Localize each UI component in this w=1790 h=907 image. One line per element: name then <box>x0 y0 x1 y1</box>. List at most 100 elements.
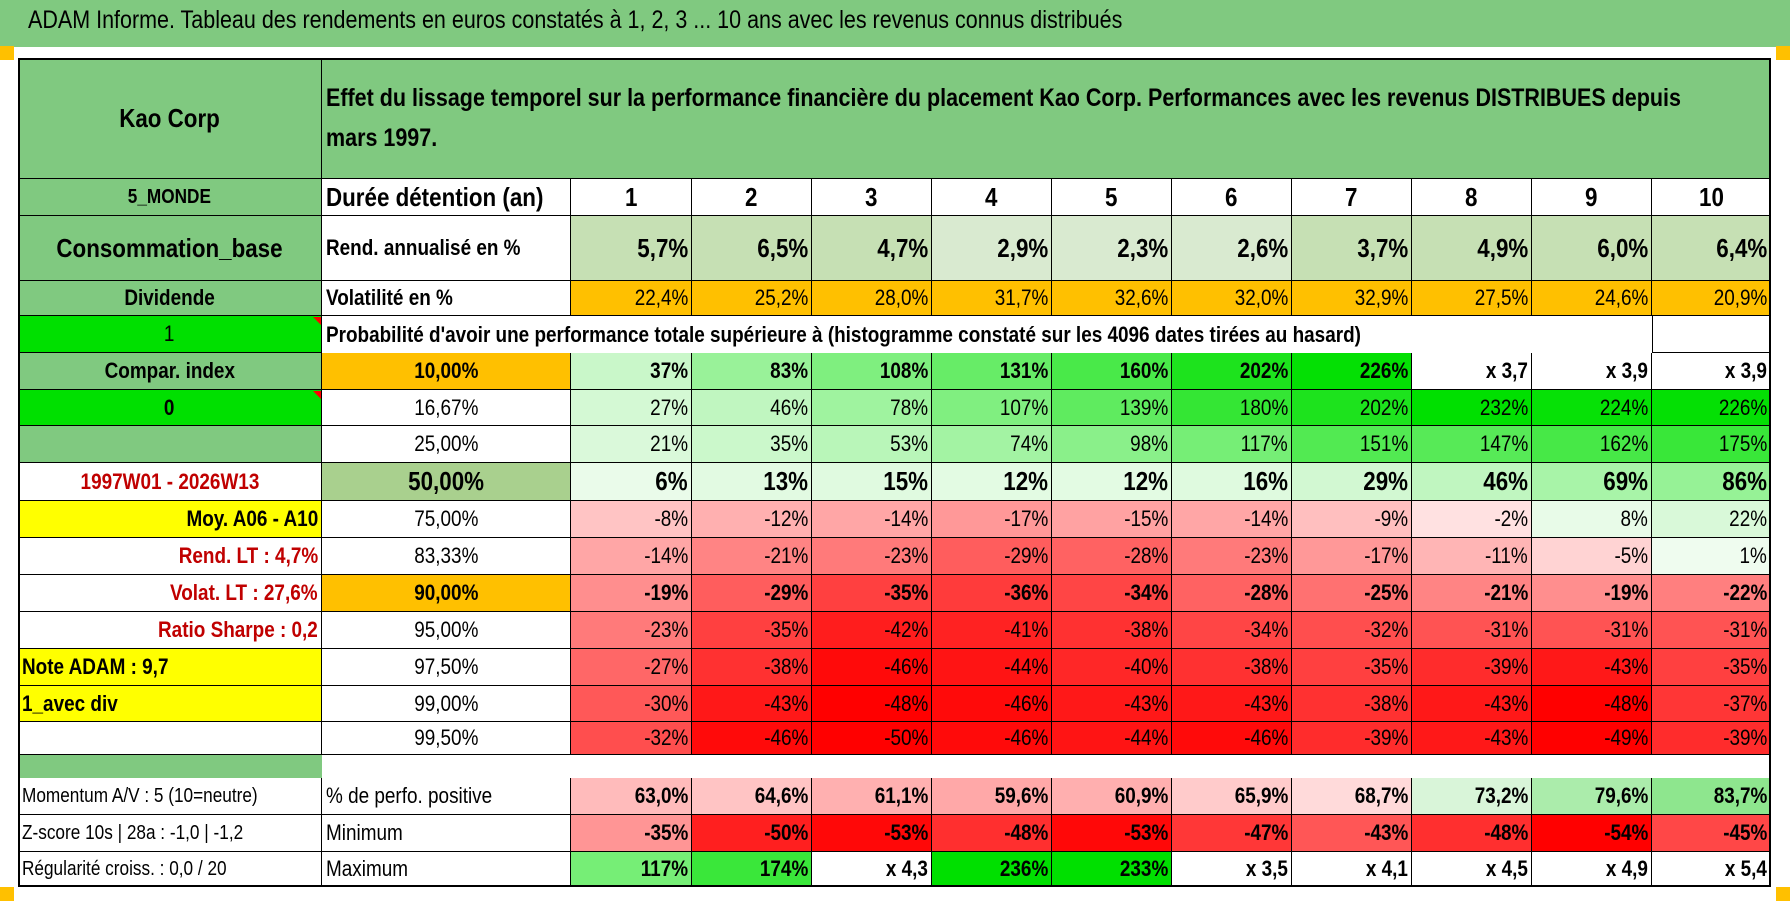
percentile-value-text: -2% <box>1494 506 1528 531</box>
bottom-value: 117% <box>571 852 692 887</box>
bottom-value-text: -53% <box>1123 820 1168 845</box>
comment-marker <box>313 317 321 325</box>
percentile-value-text: -48% <box>1603 690 1648 716</box>
percentile-value-text: -38% <box>763 654 808 679</box>
bottom-row-label: % de perfo. positive <box>322 778 571 815</box>
percentile-value-text: -46% <box>1003 690 1048 716</box>
rend-value-text: 6,5% <box>757 232 808 263</box>
percentile-label-text: 75,00% <box>413 506 479 531</box>
volat-label-text: Volatilité en % <box>326 285 453 310</box>
left-label-sector: Consommation_base <box>18 216 322 281</box>
year-header-text: 7 <box>1345 181 1358 212</box>
percentile-value-text: 6% <box>655 466 688 496</box>
percentile-value-text: -34% <box>1123 580 1168 605</box>
duration-label-text: Durée détention (an) <box>326 181 544 212</box>
percentile-value: -31% <box>1652 612 1771 649</box>
percentile-value-text: 78% <box>890 394 928 420</box>
percentile-value: -14% <box>571 538 692 575</box>
percentile-value: -5% <box>1532 538 1652 575</box>
percentile-value: 29% <box>1292 463 1412 501</box>
bottom-value: 59,6% <box>932 778 1052 815</box>
percentile-value: -38% <box>1172 649 1292 686</box>
rend-value: 6,5% <box>692 216 812 281</box>
percentile-value: 21% <box>571 426 692 463</box>
bottom-value-text: -48% <box>1483 820 1528 845</box>
left-label-period: 1997W01 - 2026W13 <box>18 463 322 501</box>
percentile-value-text: -17% <box>1363 543 1408 568</box>
percentile-value: -23% <box>1172 538 1292 575</box>
percentile-value-text: 162% <box>1599 431 1648 456</box>
percentile-value: 69% <box>1532 463 1652 501</box>
percentile-value-text: -15% <box>1123 506 1168 531</box>
bottom-value: 83,7% <box>1652 778 1771 815</box>
percentile-label: 16,67% <box>322 390 571 426</box>
spacer-row <box>322 755 1771 778</box>
percentile-value: -50% <box>812 722 932 755</box>
percentile-value-text: -19% <box>1603 580 1648 605</box>
percentile-label: 50,00% <box>322 463 571 501</box>
percentile-value: 13% <box>692 463 812 501</box>
rend-value: 4,9% <box>1412 216 1532 281</box>
percentile-value: -34% <box>1052 575 1172 612</box>
percentile-value: -23% <box>812 538 932 575</box>
rend-label-text: Rend. annualisé en % <box>326 235 521 260</box>
percentile-value-text: -50% <box>883 725 928 750</box>
volat-value: 24,6% <box>1532 281 1652 316</box>
bottom-value-text: 174% <box>759 856 808 881</box>
percentile-value-text: -29% <box>1003 543 1048 568</box>
volat-value: 28,0% <box>812 281 932 316</box>
percentile-label: 95,00% <box>322 612 571 649</box>
percentile-label-text: 99,00% <box>413 690 479 716</box>
percentile-value-text: 27% <box>650 394 688 420</box>
percentile-value: -31% <box>1412 612 1532 649</box>
percentile-value: -42% <box>812 612 932 649</box>
percentile-value-text: -35% <box>883 580 928 605</box>
percentile-label-text: 50,00% <box>408 466 484 496</box>
percentile-value-text: -31% <box>1722 617 1767 642</box>
percentile-value-text: -25% <box>1363 580 1408 605</box>
volat-value: 25,2% <box>692 281 812 316</box>
percentile-value-text: 53% <box>890 431 928 456</box>
description-line-1: Effet du lissage temporel sur la perform… <box>326 84 1681 112</box>
percentile-value-text: 8% <box>1620 506 1648 531</box>
percentile-value: 1% <box>1652 538 1771 575</box>
bottom-value: x 4,5 <box>1412 852 1532 887</box>
percentile-value-text: -21% <box>1483 580 1528 605</box>
percentile-value: -35% <box>1652 649 1771 686</box>
percentile-label: 83,33% <box>322 538 571 575</box>
percentile-value-text: 16% <box>1243 466 1288 496</box>
percentile-value: 12% <box>932 463 1052 501</box>
percentile-value: -43% <box>692 686 812 722</box>
percentile-value: -23% <box>571 612 692 649</box>
volat-value-text: 20,9% <box>1713 285 1767 310</box>
percentile-value: -37% <box>1652 686 1771 722</box>
bottom-value: 68,7% <box>1292 778 1412 815</box>
percentile-value-text: 13% <box>763 466 808 496</box>
left-label-region-text: 5_MONDE <box>127 185 212 208</box>
percentile-label: 99,50% <box>322 722 571 755</box>
percentile-value: 147% <box>1412 426 1532 463</box>
left-label-period-text: 1997W01 - 2026W13 <box>80 468 259 494</box>
bottom-value: x 3,5 <box>1172 852 1292 887</box>
percentile-value: -11% <box>1412 538 1532 575</box>
percentile-value: 226% <box>1652 390 1771 426</box>
bottom-value-text: 83,7% <box>1713 783 1767 808</box>
percentile-value: 53% <box>812 426 932 463</box>
percentile-value: -38% <box>1292 686 1412 722</box>
bottom-value-text: -53% <box>883 820 928 845</box>
percentile-value: -19% <box>1532 575 1652 612</box>
percentile-value-text: -46% <box>1003 725 1048 750</box>
left-label-rend_lt: Rend. LT : 4,7% <box>18 538 322 575</box>
percentile-value-text: -46% <box>763 725 808 750</box>
rend-value-text: 4,9% <box>1477 232 1528 263</box>
percentile-value-text: 108% <box>879 358 928 383</box>
percentile-value-text: -5% <box>1614 543 1648 568</box>
percentile-value: -46% <box>932 686 1052 722</box>
left-label-note: Note ADAM : 9,7 <box>18 649 322 686</box>
bottom-value-text: 65,9% <box>1234 783 1288 808</box>
bottom-value: x 4,1 <box>1292 852 1412 887</box>
bottom-value-text: -48% <box>1003 820 1048 845</box>
left-label-div_mode: 1_avec div <box>18 686 322 722</box>
bottom-value: 236% <box>932 852 1052 887</box>
percentile-value: 37% <box>571 353 692 390</box>
